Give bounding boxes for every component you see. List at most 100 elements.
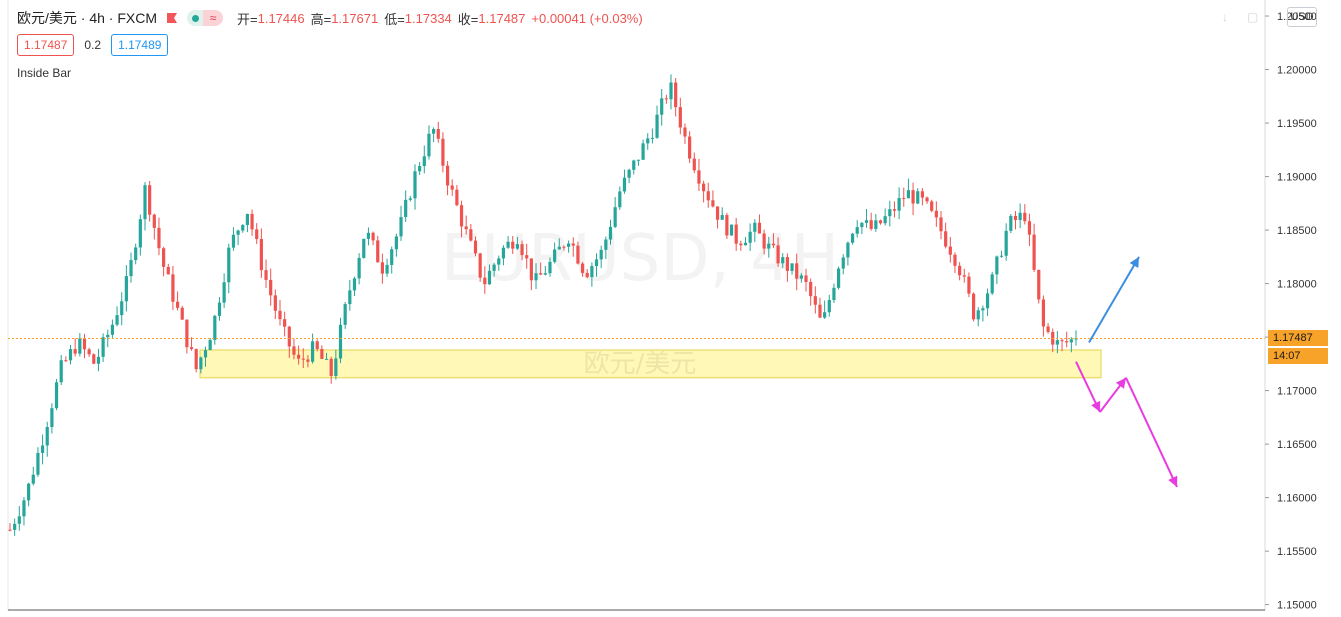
- candle-body: [203, 350, 208, 358]
- candle-body: [529, 258, 533, 281]
- candle-body: [208, 339, 212, 351]
- y-tick-label: 1.16000: [1277, 493, 1317, 505]
- candle-body: [441, 138, 445, 166]
- candle-body: [394, 236, 398, 250]
- candle-body: [501, 247, 506, 259]
- y-tick-label: 1.20500: [1277, 11, 1317, 23]
- candle-body: [1060, 340, 1064, 342]
- candle-body: [557, 246, 561, 250]
- candle-body: [883, 216, 887, 224]
- candle-body: [175, 301, 180, 308]
- candle-body: [138, 219, 142, 248]
- candle-body: [436, 129, 440, 139]
- candle-body: [580, 263, 585, 273]
- candle-body: [469, 229, 473, 241]
- candle-body: [459, 205, 464, 227]
- candle-body: [236, 230, 240, 235]
- candle-body: [985, 293, 990, 309]
- ohlc-open-value: 1.17446: [257, 10, 305, 26]
- candle-body: [641, 143, 645, 160]
- currency-button[interactable]: USD: [1287, 7, 1317, 27]
- candle-body: [73, 349, 77, 354]
- live-dot-icon: [187, 10, 204, 26]
- candle-body: [739, 243, 743, 246]
- candle-body: [306, 359, 310, 362]
- down-arrow-icon[interactable]: ↓: [1222, 10, 1228, 24]
- y-tick-label: 1.19000: [1277, 172, 1317, 184]
- y-tick-label: 1.16500: [1277, 439, 1317, 451]
- bearish-projection-segment[interactable]: [1125, 377, 1178, 488]
- candle-body: [68, 349, 73, 361]
- watermark-symbol: EURUSD, 4H: [441, 222, 839, 296]
- candle-body: [278, 310, 282, 320]
- candle-body: [338, 324, 343, 359]
- candle-body: [343, 304, 347, 325]
- candle-body: [157, 227, 161, 249]
- bullish-arrow-head-icon: [1129, 256, 1139, 268]
- candle-body: [841, 257, 845, 269]
- candle-body: [781, 257, 785, 264]
- sell-price-button[interactable]: 1.17487: [17, 34, 75, 56]
- candle-body: [17, 516, 21, 524]
- candle-body: [315, 341, 319, 349]
- bullish-projection-segment[interactable]: [1088, 256, 1140, 343]
- candle-body: [720, 215, 724, 220]
- candle-body: [110, 324, 115, 335]
- candle-body: [790, 263, 794, 271]
- symbol-title[interactable]: 欧元/美元 · 4h · FXCM: [17, 10, 158, 26]
- candle-body: [688, 136, 692, 159]
- candle-body: [115, 315, 119, 325]
- candle-body: [888, 209, 892, 217]
- candle-body: [585, 272, 589, 278]
- candle-body: [189, 347, 194, 350]
- ohlc-close-key: 收=: [457, 11, 479, 27]
- candle-body: [231, 234, 236, 248]
- candle-body: [860, 222, 864, 228]
- flag-icon[interactable]: [167, 13, 178, 23]
- candle-body: [199, 357, 203, 370]
- y-tick-label: 1.18000: [1277, 279, 1317, 291]
- candle-body: [1065, 341, 1069, 343]
- candle-body: [813, 296, 817, 305]
- candle-body: [87, 349, 91, 355]
- candle-body: [981, 308, 985, 311]
- candle-body: [874, 220, 878, 229]
- candle-body: [40, 445, 45, 453]
- candle-body: [934, 210, 938, 218]
- candle-body: [352, 278, 357, 291]
- candle-body: [194, 349, 198, 370]
- candle-body: [632, 160, 636, 170]
- candle-body: [101, 337, 105, 357]
- candle-body: [999, 255, 1004, 257]
- candle-body: [520, 244, 524, 256]
- y-tick-label: 1.18500: [1277, 225, 1317, 237]
- candle-body: [1055, 340, 1059, 345]
- candle-body: [390, 249, 394, 265]
- candle-body: [492, 264, 496, 271]
- screenshot-icon[interactable]: ▢: [1247, 10, 1259, 24]
- buy-price-button[interactable]: 1.17489: [111, 34, 169, 56]
- indicator-pill[interactable]: ≈: [187, 10, 224, 26]
- candle-body: [348, 290, 352, 305]
- last-price-tag: 1.17487: [1268, 330, 1328, 347]
- candle-body: [269, 279, 273, 296]
- spread-value: 0.2: [84, 38, 102, 52]
- support-zone[interactable]: [199, 349, 1102, 379]
- candle-body: [8, 529, 12, 531]
- candle-body: [82, 338, 87, 350]
- candle-body: [525, 255, 529, 259]
- wave-icon: ≈: [203, 10, 224, 26]
- candle-body: [664, 98, 668, 100]
- ohlc-low-value: 1.17334: [404, 10, 452, 26]
- candle-body: [399, 217, 403, 237]
- candle-body: [618, 191, 622, 208]
- candle-body: [376, 240, 380, 263]
- candle-body: [357, 257, 361, 279]
- candle-body: [776, 245, 780, 264]
- candle-body: [743, 242, 748, 246]
- candle-body: [729, 224, 734, 236]
- candle-body: [120, 301, 124, 316]
- study-label[interactable]: Inside Bar: [17, 66, 72, 80]
